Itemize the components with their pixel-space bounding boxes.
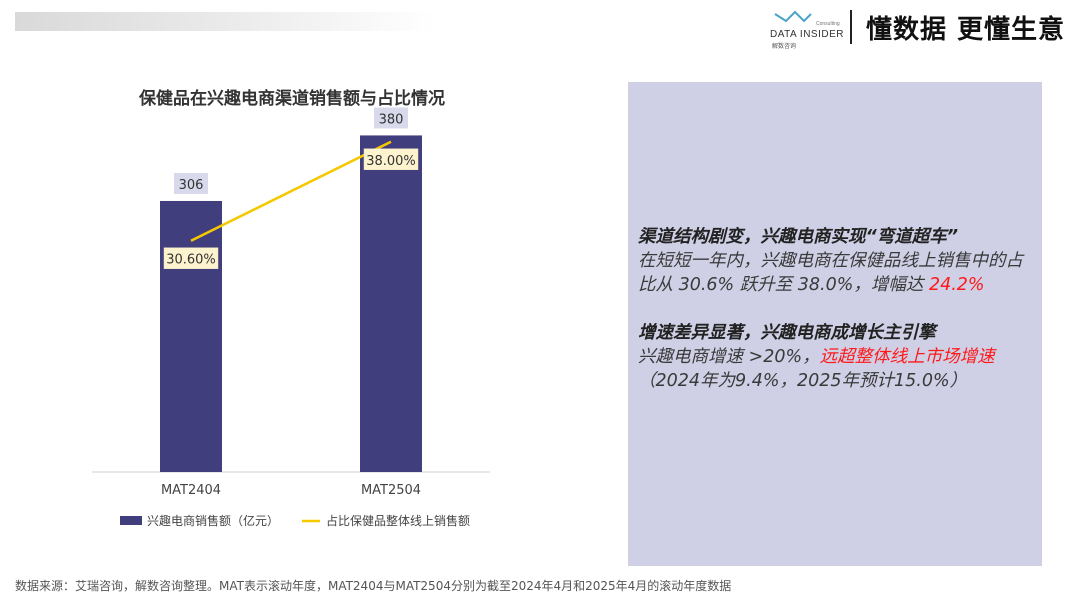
logo-chinese-name: 解数咨询 (772, 43, 797, 50)
logo-english-name: DATA INSIDER (770, 29, 844, 40)
legend-bar-swatch (120, 516, 142, 525)
chart-title: 保健品在兴趣电商渠道销售额与占比情况 (139, 89, 445, 109)
bar-mat2404 (160, 200, 222, 472)
x-tick-label: MAT2504 (361, 483, 421, 498)
insight-1: 渠道结构剧变，兴趣电商实现“弯道超车” 在短短一年内，兴趣电商在保健品线上销售中… (638, 225, 1036, 297)
logo-consulting-text: Consulting (816, 21, 840, 27)
source-note: 数据来源：艾瑞咨询，解数咨询整理。MAT表示滚动年度，MAT2404与MAT25… (15, 579, 732, 593)
bar-value-label-bg (374, 107, 408, 129)
insight-2: 增速差异显著，兴趣电商成增长主引擎 兴趣电商增速 >20%，远超整体线上市场增速… (638, 321, 1036, 393)
insight-text: 渠道结构剧变，兴趣电商实现“弯道超车” 在短短一年内，兴趣电商在保健品线上销售中… (638, 225, 1036, 417)
share-point-label: 30.60% (166, 253, 216, 268)
legend-line-label: 占比保健品整体线上销售额 (326, 513, 470, 528)
insight-1-heading: 渠道结构剧变，兴趣电商实现“弯道超车” (638, 227, 959, 247)
brand-logo: Consulting DATA INSIDER 解数咨询 (768, 8, 843, 50)
insight-2-body: 兴趣电商增速 >20%， (638, 347, 820, 367)
insight-1-highlight: 24.2% (928, 275, 985, 295)
share-point-label-bg (363, 148, 419, 170)
insight-2-highlight: 远超整体线上市场增速 (819, 347, 995, 367)
legend-bar-label: 兴趣电商销售额（亿元） (147, 513, 279, 528)
header-gradient-bar (15, 12, 435, 31)
insight-2-heading: 增速差异显著，兴趣电商成增长主引擎 (638, 323, 936, 343)
bar-value-label: 306 (179, 178, 204, 193)
share-point-label: 38.00% (366, 154, 416, 169)
share-series-line (190, 140, 392, 242)
x-tick-label: MAT2404 (161, 483, 221, 498)
bar-value-label-bg (174, 172, 208, 194)
bar-mat2504 (360, 135, 422, 472)
insight-1-body: 在短短一年内，兴趣电商在保健品线上销售中的占比从 30.6% 跃升至 38.0%… (638, 251, 1023, 295)
slogan: 懂数据 更懂生意 (866, 15, 1066, 45)
chart-area: 306 MAT2404 380 MAT2504 30.60% 38.00% 兴趣电商销售额（… (92, 107, 490, 528)
header-divider (850, 10, 852, 44)
insight-panel: 渠道结构剧变，兴趣电商实现“弯道超车” 在短短一年内，兴趣电商在保健品线上销售中… (628, 82, 1042, 566)
bar-value-label: 380 (379, 112, 404, 127)
logo-mark-icon (774, 10, 812, 23)
share-point-label-bg (163, 247, 219, 269)
insight-2-body-end: （2024年为9.4%，2025年预计15.0%） (638, 371, 968, 391)
